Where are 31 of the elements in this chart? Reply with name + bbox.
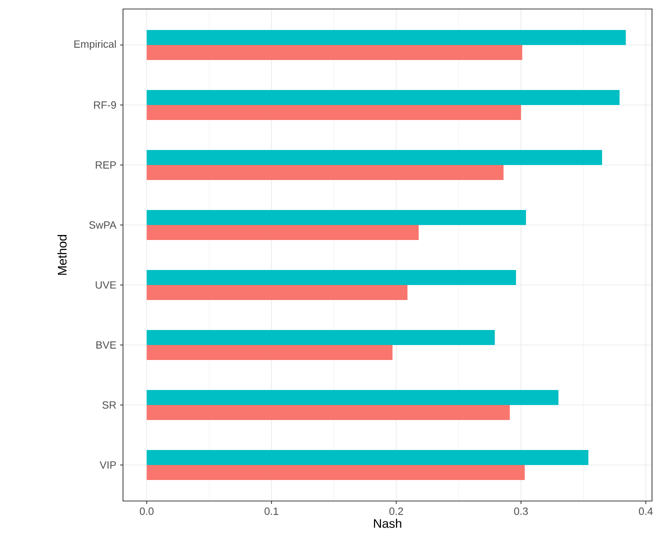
x-tick-label: 0.2 <box>389 508 403 515</box>
bar <box>146 270 516 285</box>
y-tick-label: SwPA <box>89 221 116 229</box>
bar <box>146 464 525 480</box>
bar <box>146 284 408 300</box>
bar <box>146 390 558 405</box>
y-tick-label: VIP <box>100 461 116 469</box>
x-tick-label: 0.1 <box>264 508 278 515</box>
y-tick-label: SR <box>102 401 116 409</box>
y-tick-label: RF-9 <box>94 101 116 109</box>
bar <box>146 30 626 45</box>
bar <box>146 330 495 345</box>
bar <box>146 224 419 240</box>
bar <box>146 164 504 180</box>
y-tick-label: UVE <box>96 281 116 289</box>
bar <box>146 90 620 105</box>
bar <box>146 44 522 60</box>
y-axis-title: Method <box>57 235 67 275</box>
x-tick-label: 0.3 <box>514 508 528 515</box>
bar <box>146 104 522 120</box>
bar <box>146 404 510 420</box>
bar <box>146 150 602 165</box>
bar <box>146 450 588 465</box>
y-tick-label: BVE <box>96 341 116 349</box>
y-tick-label: Empirical <box>74 40 116 50</box>
x-tick-label: 0.4 <box>638 508 653 515</box>
y-tick-label: REP <box>96 161 116 169</box>
bar <box>146 344 392 360</box>
x-axis-title: Nash <box>374 518 402 528</box>
x-tick-label: 0.0 <box>140 508 154 515</box>
bar <box>146 210 526 225</box>
